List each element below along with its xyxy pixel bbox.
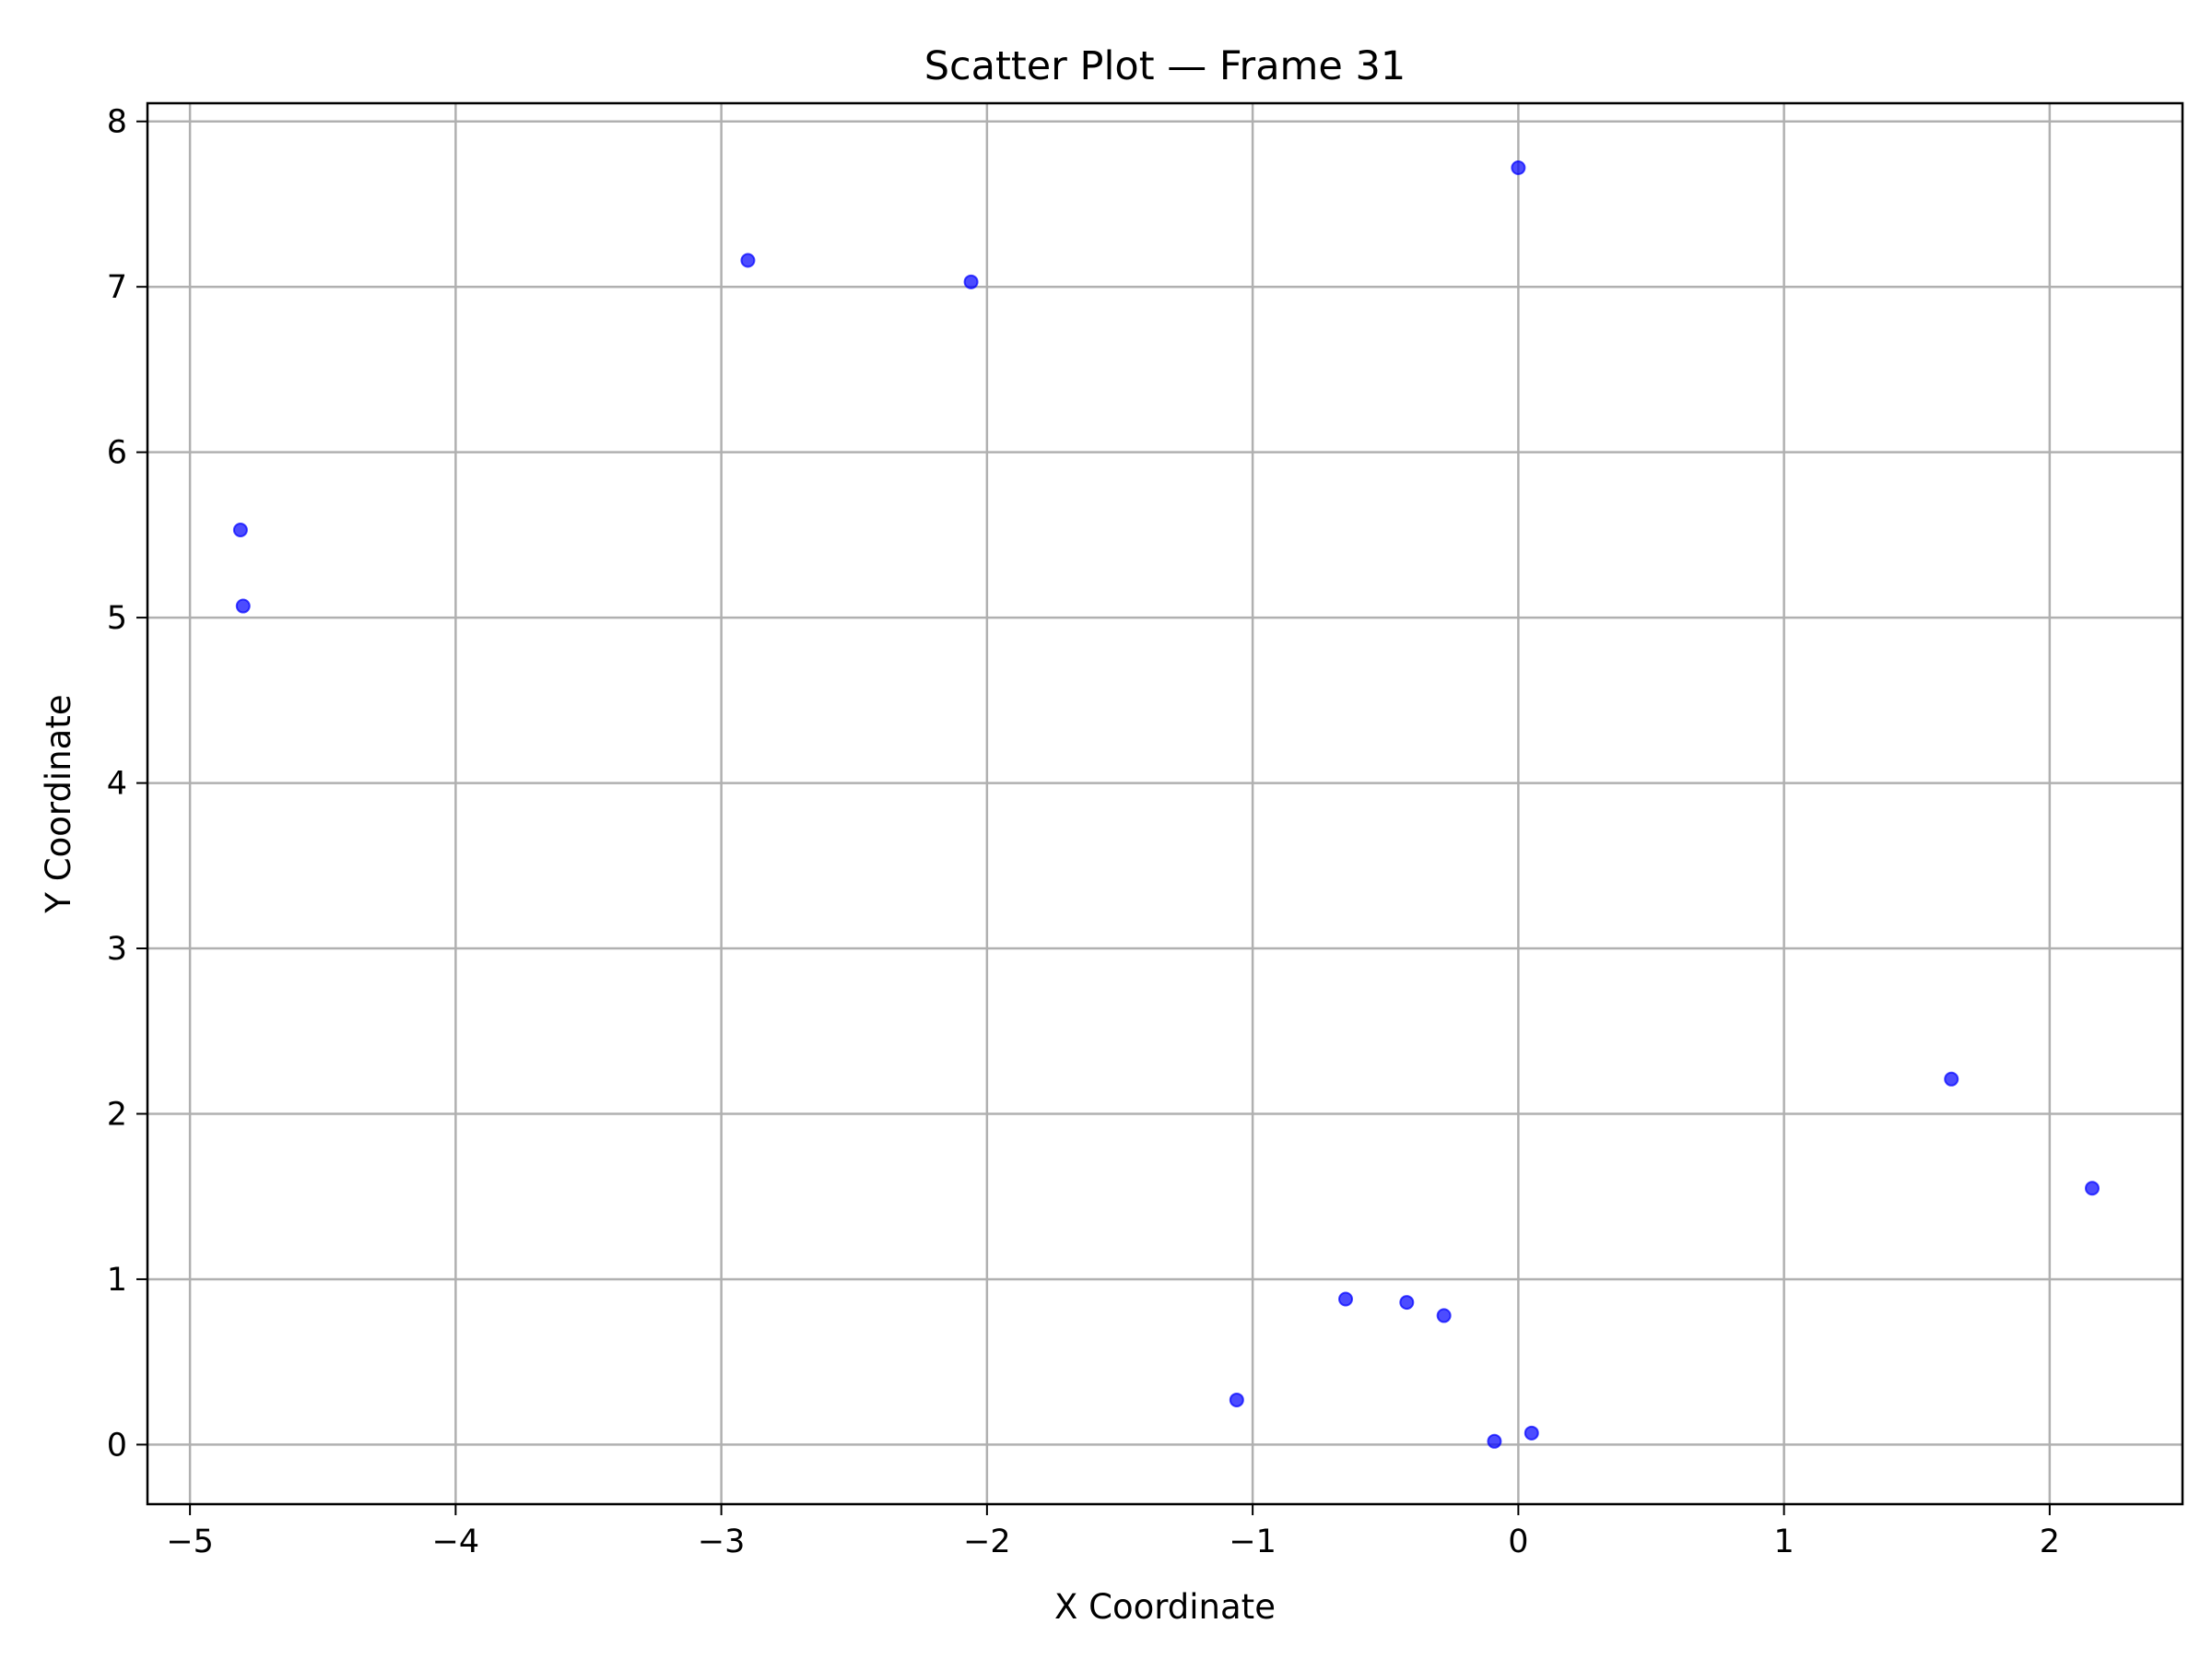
scatter-point [1944,1071,1959,1087]
scatter-point [235,598,251,614]
y-tick-label: 2 [107,1096,127,1133]
data-points [232,159,2100,1449]
x-tick-label: −4 [432,1524,480,1560]
y-tick-label: 1 [107,1262,127,1299]
scatter-point [1436,1308,1452,1324]
y-tick-label: 4 [107,766,127,803]
y-axis-label: Y Coordinate [39,694,78,913]
chart-title: Scatter Plot — Frame 31 [924,43,1406,89]
scatter-point [1229,1392,1244,1407]
x-tick-label: 0 [1508,1524,1528,1560]
scatter-point [1511,159,1526,175]
scatter-point [1524,1425,1539,1441]
grid-lines [147,103,2183,1504]
y-tick-label: 6 [107,435,127,472]
scatter-point [1338,1291,1354,1307]
y-tick-label: 7 [107,269,127,306]
plot-frame [146,101,2184,1506]
scatter-point [1399,1295,1415,1311]
x-tick-label: 1 [1773,1524,1794,1560]
x-tick-label: −2 [963,1524,1011,1560]
x-tick-label: −3 [698,1524,746,1560]
scatter-point [232,522,248,537]
x-axis-label: X Coordinate [1054,1587,1276,1627]
scatter-point [1487,1433,1502,1449]
x-tick-label: 2 [2040,1524,2060,1560]
x-tick-label: −5 [166,1524,214,1560]
y-tick-label: 5 [107,600,127,637]
y-tick-label: 0 [107,1427,127,1464]
scatter-point [963,274,979,289]
scatter-point [740,253,756,268]
x-tick-label: −1 [1229,1524,1277,1560]
y-tick-label: 3 [107,931,127,968]
scatter-point [2084,1181,2100,1196]
y-tick-label: 8 [107,104,127,141]
axis-ticks: −5 −4 −3 −2 −1 0 1 2 0 1 2 3 4 5 6 7 8 [107,104,2060,1560]
